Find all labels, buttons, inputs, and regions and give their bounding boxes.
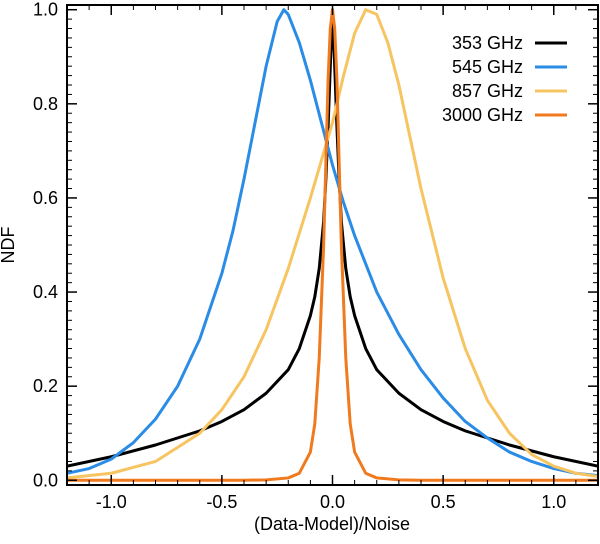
x-tick-label: 0.5 [431,492,456,512]
x-tick-label: 1.0 [541,492,566,512]
y-tick-label: 1.0 [33,0,58,20]
y-tick-label: 0.0 [33,470,58,490]
y-axis-title: NDF [0,227,18,264]
series-545-ghz-line [67,8,598,478]
y-tick-label: 0.4 [33,282,58,302]
x-tick-label: 0.0 [320,492,345,512]
series-857-ghz-line [67,8,598,480]
y-tick-label: 0.2 [33,376,58,396]
x-axis-title: (Data-Model)/Noise [254,514,410,534]
x-tick-label: -0.5 [206,492,237,512]
legend-label-857-ghz: 857 GHz [452,81,523,101]
legend-label-545-ghz: 545 GHz [452,57,523,77]
series-353-ghz-line [67,8,598,468]
plot-frame [66,4,599,486]
x-tick-label: -1.0 [96,492,127,512]
y-tick-label: 0.6 [33,188,58,208]
legend-label-3000-ghz: 3000 GHz [442,105,523,125]
x-axis-ticks: -1.0 -0.5 0.0 0.5 1.0 [66,5,599,512]
legend-label-353-ghz: 353 GHz [452,33,523,53]
legend: 353 GHz 545 GHz 857 GHz 3000 GHz [442,33,567,125]
y-tick-label: 0.8 [33,94,58,114]
y-axis-ticks: 0.0 0.2 0.4 0.6 0.8 1.0 [33,0,598,490]
